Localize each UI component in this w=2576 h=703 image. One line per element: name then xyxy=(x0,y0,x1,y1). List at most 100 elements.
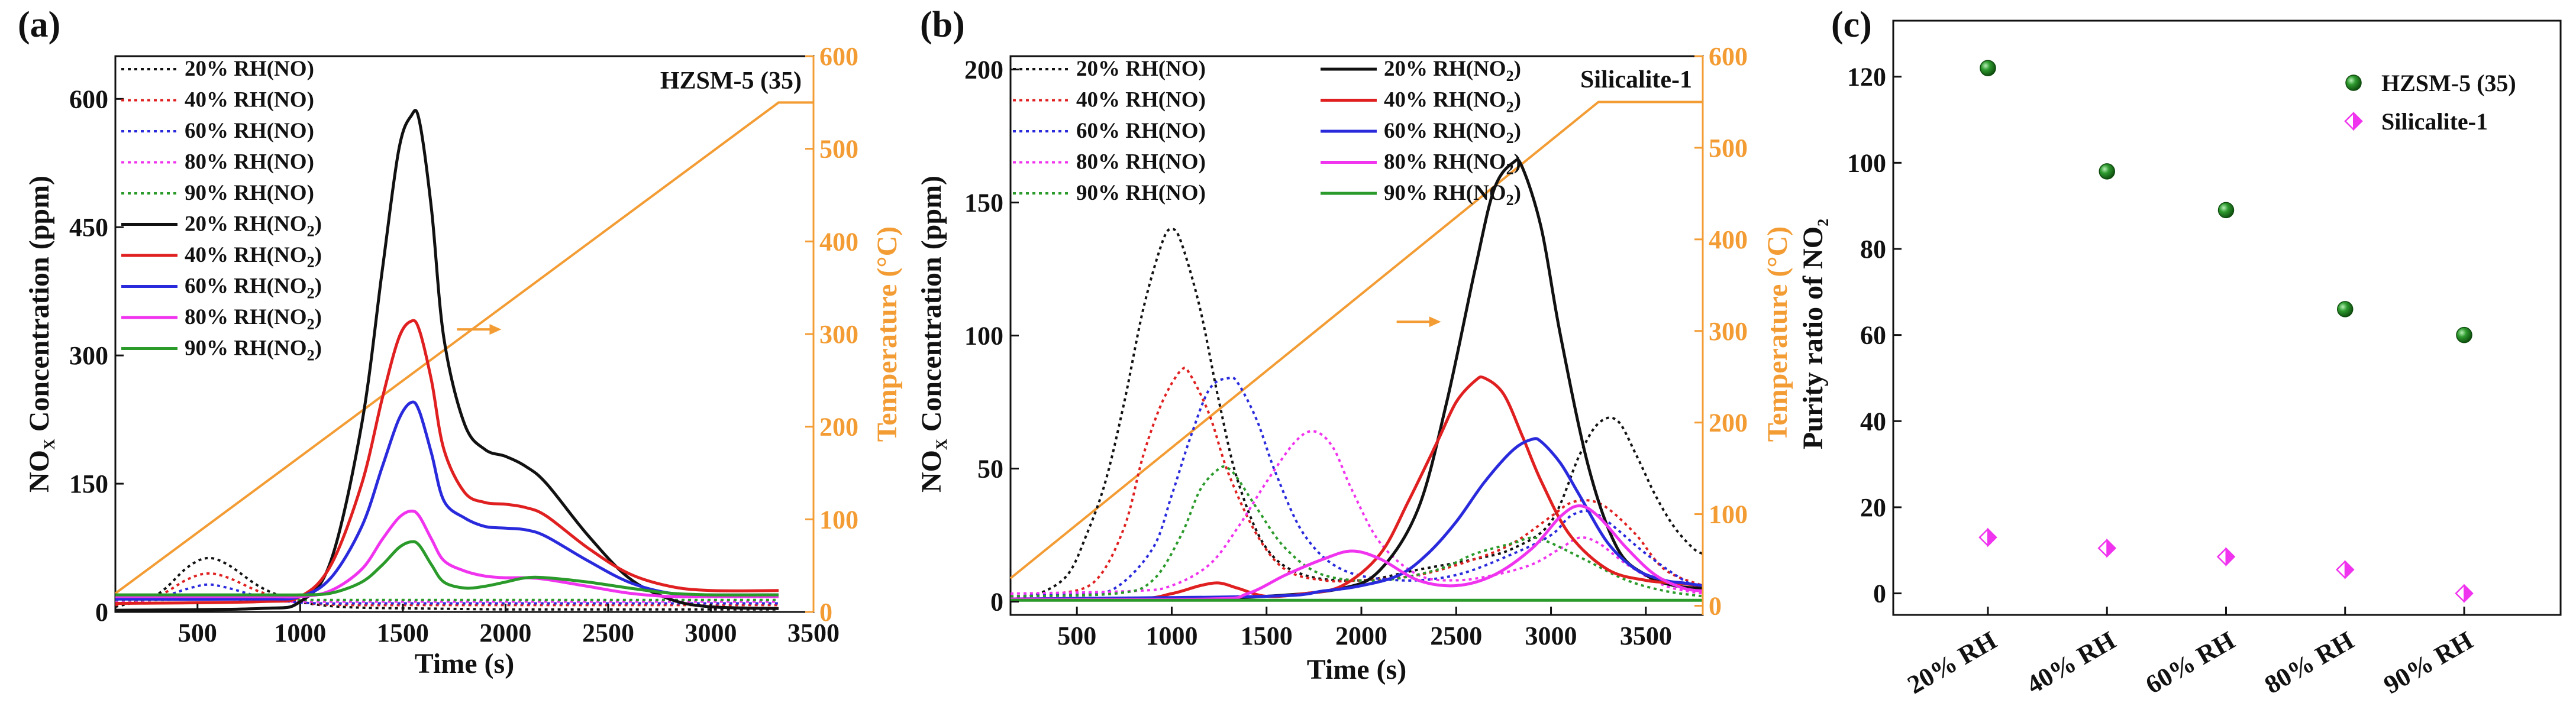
hzsm5-point xyxy=(2337,301,2354,318)
panel-b-y-axis-label: NOX Concentration (ppm) xyxy=(916,176,950,493)
y-tick-label: 200 xyxy=(964,56,1003,85)
y2-tick-label: 0 xyxy=(819,598,832,627)
series-line xyxy=(115,400,779,601)
y-tick-label: 300 xyxy=(69,341,108,370)
legend-label: 60% RH(NO) xyxy=(185,119,314,143)
x-tick-label: 40% RH xyxy=(2022,626,2120,699)
y-tick-label: 600 xyxy=(69,85,108,114)
panel-c-x-ticks: 20% RH 40% RH 60% RH 80% RH 90% RH xyxy=(1903,607,2478,699)
y2-tick-label: 300 xyxy=(1709,317,1748,346)
panel-a-y2-axis-label: Temperature (°C) xyxy=(871,226,903,442)
series-line xyxy=(1010,437,1703,601)
legend-label: 80% RH(NO2) xyxy=(185,305,322,333)
silicalite-point xyxy=(2097,538,2117,558)
y2-tick-label: 100 xyxy=(1709,500,1748,529)
series-line xyxy=(115,109,779,612)
x-tick-label: 2500 xyxy=(582,618,634,647)
y-tick-label: 120 xyxy=(1847,63,1886,92)
legend-label: HZSM-5 (35) xyxy=(2381,70,2516,96)
series-line xyxy=(1010,465,1703,598)
panel-a-series-layer xyxy=(115,109,779,612)
y-tick-label: 100 xyxy=(964,322,1003,351)
temperature-ramp-line xyxy=(1009,101,1703,579)
y2-tick-label: 200 xyxy=(819,413,858,442)
panel-a-y-axis-label: NOX Concentration (ppm) xyxy=(24,176,58,493)
x-tick-label: 60% RH xyxy=(2141,626,2239,699)
x-tick-label: 20% RH xyxy=(1903,626,2002,699)
silicalite-point xyxy=(2216,547,2236,567)
y-tick-label: 80 xyxy=(1860,235,1886,264)
legend-label: 90% RH(NO2) xyxy=(185,336,322,364)
y2-tick-label: 500 xyxy=(819,135,858,164)
panel-a-x-axis-label: Time (s) xyxy=(415,648,514,679)
panel-b: (b) 500 1000 1500 2000 2500 3000 3500 05010015… xyxy=(916,5,1793,685)
x-tick-label: 2000 xyxy=(479,618,531,647)
legend-label: 40% RH(NO) xyxy=(1076,88,1206,112)
y-tick-label: 0 xyxy=(1873,579,1886,608)
y2-tick-label: 300 xyxy=(819,320,858,349)
series-line xyxy=(115,319,779,605)
series-line xyxy=(115,597,779,601)
y2-tick-label: 600 xyxy=(819,42,858,71)
legend-label: 40% RH(NO) xyxy=(185,88,314,112)
hzsm5-point xyxy=(2217,202,2235,219)
x-tick-label: 1000 xyxy=(1145,621,1197,650)
panel-a-legend: 20% RH(NO) 40% RH(NO) 60% RH(NO) 80% RH(NO)… xyxy=(121,57,322,364)
panel-b-title: Silicalite-1 xyxy=(1580,66,1692,93)
legend-label: 80% RH(NO2) xyxy=(1384,150,1521,178)
y2-tick-label: 600 xyxy=(1709,42,1748,71)
legend-label: Silicalite-1 xyxy=(2381,108,2488,135)
panel-c-label: (c) xyxy=(1831,5,1872,45)
hzsm5-point xyxy=(2456,326,2472,344)
panel-b-y-ticks: 0 50 100 150 200 xyxy=(964,56,1019,617)
temperature-ramp-line xyxy=(114,101,814,595)
panel-b-label: (b) xyxy=(920,5,965,45)
series-line xyxy=(1010,158,1703,601)
panel-a: (a) 500 1000 1500 2000 2500 3000 3500 01503004… xyxy=(18,5,903,679)
panel-b-y2-axis-label: Temperature (°C) xyxy=(1762,226,1793,442)
hzsm5-point xyxy=(2099,163,2115,180)
x-tick-label: 80% RH xyxy=(2259,626,2358,699)
panel-c-y-ticks: 0 20 40 60 80 100 120 xyxy=(1847,63,1902,608)
legend-label: 60% RH(NO) xyxy=(1076,119,1206,143)
panel-b-legend: 20% RH(NO) 40% RH(NO) 60% RH(NO) 80% RH(NO)… xyxy=(1013,57,1521,209)
x-tick-label: 3500 xyxy=(787,618,840,647)
y2-tick-label: 500 xyxy=(1709,134,1748,163)
panel-b-x-ticks: 500 1000 1500 2000 2500 3000 3500 xyxy=(1057,607,1672,650)
panel-a-y-ticks: 0 150 300 450 600 xyxy=(69,85,124,627)
y2-tick-label: 0 xyxy=(1709,592,1722,621)
series-line xyxy=(1010,367,1703,598)
x-tick-label: 1500 xyxy=(377,618,429,647)
y-tick-label: 60 xyxy=(1860,321,1886,350)
x-tick-label: 1500 xyxy=(1241,621,1293,650)
x-tick-label: 2500 xyxy=(1430,621,1482,650)
legend-label: 80% RH(NO) xyxy=(1076,150,1206,174)
panel-b-x-axis-label: Time (s) xyxy=(1307,654,1406,685)
x-tick-label: 500 xyxy=(1057,621,1096,650)
y2-tick-label: 200 xyxy=(1709,409,1748,438)
y-tick-label: 40 xyxy=(1860,407,1886,436)
panel-c-legend: HZSM-5 (35) Silicalite-1 xyxy=(2344,70,2516,135)
y-tick-label: 20 xyxy=(1860,493,1886,522)
hzsm5-point xyxy=(1980,60,1996,76)
x-tick-label: 90% RH xyxy=(2379,626,2478,699)
legend-label: 80% RH(NO) xyxy=(185,150,314,174)
panel-b-y2-ticks: 0 100 200 300 400 500 600 xyxy=(1694,42,1748,621)
heating-arrow-head xyxy=(1429,316,1441,328)
panel-c: (c) 0 20 40 60 80 100 120 20% RH 40% RH 60% RH 80… xyxy=(1797,5,2562,699)
hzsm5-point xyxy=(2345,74,2362,91)
silicalite-point xyxy=(2455,584,2474,604)
legend-label: 60% RH(NO2) xyxy=(185,274,322,302)
legend-label: 40% RH(NO2) xyxy=(185,243,322,271)
legend-label: 20% RH(NO) xyxy=(185,57,314,81)
silicalite-point xyxy=(2344,111,2363,131)
y2-tick-label: 400 xyxy=(819,227,858,256)
series-line xyxy=(1010,375,1703,601)
legend-label: 90% RH(NO2) xyxy=(1384,181,1521,209)
panel-c-y-axis-label: Purity ratio of NO2 xyxy=(1797,219,1832,449)
legend-label: 20% RH(NO2) xyxy=(185,212,322,240)
panel-b-heating-arrow xyxy=(1396,316,1441,328)
series-line xyxy=(1010,504,1703,601)
x-tick-label: 500 xyxy=(178,618,217,647)
